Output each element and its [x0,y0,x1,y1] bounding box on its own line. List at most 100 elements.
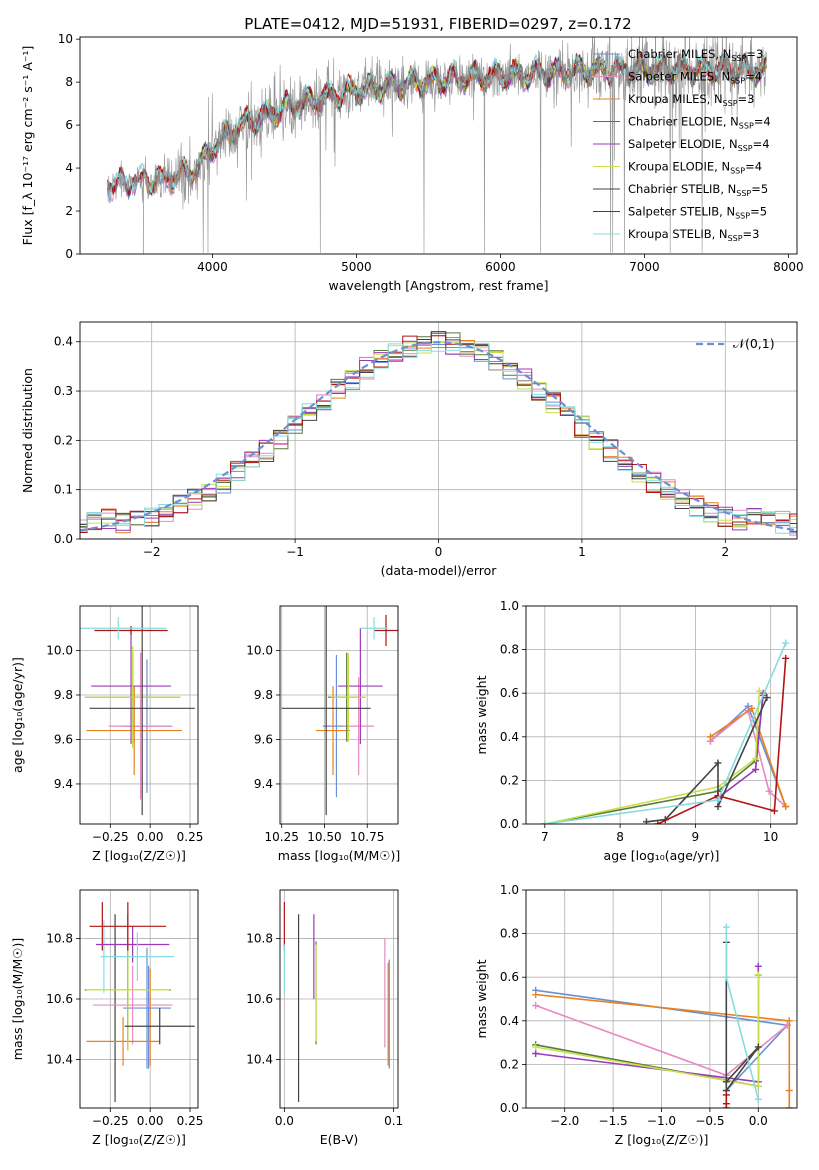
age_vs_mass-ytick-label: 9.8 [254,688,273,702]
weight_vs_Z-xtick-label: −2.0 [550,1114,579,1128]
mass_vs_EBV-xtick-label: 0.0 [275,1114,294,1128]
weight_vs_age-ytick-label: 0.2 [500,773,519,787]
spectrum-xtick-label: 8000 [773,260,804,274]
legend-label: Kroupa ELODIE, NSSP=4 [628,160,762,176]
spectrum-xtick-label: 4000 [197,260,228,274]
age_vs_Z-axes: −0.25 0.00 0.25 9.4 9.6 9.8 10.0 Z [log₁₀(Z/Z☉)… [10,605,204,863]
errorbar-point [331,652,366,742]
mass_vs_EBV-ytick-label: 10.6 [246,992,273,1006]
weight-marker [782,654,790,662]
age_vs_Z-data [80,606,195,816]
errorbar-point [338,628,383,744]
mass_vs_Z-panel: −0.25 0.00 0.25 10.4 10.6 10.8 Z [log₁₀(Z/Z☉)]… [10,889,204,1147]
legend-label: Salpeter MILES, NSSP=4 [628,70,762,86]
legend-label: Kroupa MILES, NSSP=3 [628,92,754,108]
errorbar-point [91,628,171,744]
weight-marker [722,1091,730,1099]
residuals-data [80,331,797,536]
weight_vs_age-ylabel: mass weight [474,675,489,754]
weight-marker [752,766,760,773]
spectrum-ytick-label: 6 [65,118,73,132]
weight-marker [714,803,722,811]
weight_vs_Z-ytick-label: 0.4 [500,1014,519,1028]
spectrum-axes: 4000 5000 6000 7000 8000 0 2 4 6 8 10 wavelength [A… [20,32,804,293]
age_vs_Z-ytick-label: 9.8 [54,688,73,702]
residuals-ytick-label: 0.2 [54,433,73,447]
spectrum-data-line [107,37,767,253]
errorbar-point [80,617,167,640]
weight-marker [532,1002,540,1010]
errorbar-point [123,947,171,1069]
spectrum-ytick-label: 8 [65,75,73,89]
residuals-panel: −2 −1 0 1 2 0.0 0.1 0.2 0.3 0.4 (data-model)/error… [20,321,798,578]
weight_vs_Z-ytick-label: 0.8 [500,927,519,941]
weight-series-line [709,709,787,808]
age_vs_mass-frame [279,605,399,825]
mass_vs_Z-xtick-label: −0.25 [92,1114,129,1128]
errorbar-point [89,606,195,816]
mass_vs_Z-ytick-label: 10.4 [46,1053,73,1067]
age_vs_Z-panel: −0.25 0.00 0.25 9.4 9.6 9.8 10.0 Z [log₁₀(Z/Z☉)… [10,605,204,863]
age_vs_Z-xtick-label: 0.25 [177,830,204,844]
weight-marker [714,796,722,804]
weight-marker [754,1082,762,1090]
weight-marker [714,759,722,767]
mass_vs_Z-xtick-label: 0.25 [177,1114,204,1128]
mass_vs_Z-frame [79,889,199,1109]
weight_vs_Z-frame [525,889,798,1109]
weight-marker [752,755,760,763]
weight-series-line [657,658,787,824]
residual-histogram [80,335,797,533]
legend-label: Salpeter ELODIE, NSSP=4 [628,137,770,153]
weight-marker [754,971,762,979]
normal-legend-label: 𝒩(0,1) [733,336,775,351]
weight-marker [754,1095,762,1103]
weight_vs_Z-ytick-label: 1.0 [500,883,519,897]
weight_vs_Z-axes: −2.0 −1.5 −1.0 −0.5 0.0 0.0 0.2 0.4 0.6 0.8 1.0 Z [… [474,883,798,1147]
age_vs_mass-ytick-label: 9.4 [254,777,273,791]
weight-marker [770,807,778,815]
residuals-ytick-label: 0.4 [54,335,73,349]
mass_vs_EBV-ytick-label: 10.8 [246,931,273,945]
residuals-xtick-label: 2 [721,545,729,559]
mass_vs_EBV-ytick-label: 10.4 [246,1053,273,1067]
spectrum-ytick-label: 0 [65,247,73,261]
errorbar-point [86,1017,160,1066]
weight-marker [782,639,790,647]
weight_vs_age-xtick-label: 8 [616,830,624,844]
mass_vs_EBV-panel: 0.0 0.1 10.4 10.6 10.8 E(B-V) [246,889,403,1147]
weight-series-line [544,642,787,824]
errorbar-point [360,617,388,640]
weight_vs_Z-ylabel: mass weight [474,959,489,1038]
weight-series-line [535,975,760,1088]
weight_vs_Z-panel: −2.0 −1.5 −1.0 −0.5 0.0 0.0 0.2 0.4 0.6 0.8 1.0 Z [… [474,883,798,1147]
residuals-frame [79,321,798,540]
weight_vs_Z-xtick-label: 0.0 [749,1114,768,1128]
mass_vs_EBV-data [283,902,390,1102]
weight-marker [755,687,763,695]
age_vs_Z-ytick-label: 9.6 [54,732,73,746]
weight-marker [654,820,662,824]
errorbar-point [100,932,175,981]
mass_vs_Z-xtick-label: 0.00 [137,1114,164,1128]
residuals-ylabel: Normed distribution [20,368,35,493]
spectrum-xtick-label: 6000 [485,260,516,274]
errorbar-point [108,652,173,800]
age_vs_mass-grid [280,606,398,824]
weight_vs_Z-xtick-label: −0.5 [695,1114,724,1128]
age_vs_Z-ylabel: age [log₁₀(age/yr)] [10,657,25,773]
spectrum-xtick-label: 5000 [341,260,372,274]
errorbar-point [281,606,371,816]
weight_vs_Z-ytick-label: 0.6 [500,970,519,984]
residual-histogram [80,343,797,534]
age_vs_mass-axes: 10.25 10.50 10.75 9.4 9.6 9.8 10.0 mass [log₁₀(… [246,605,400,863]
age_vs_Z-xtick-label: −0.25 [92,830,129,844]
weight_vs_age-xtick-label: 7 [541,830,549,844]
legend-label: Chabrier MILES, NSSP=3 [628,47,763,63]
spectrum-ytick-label: 2 [65,204,73,218]
spectrum-xtick-label: 7000 [629,260,660,274]
weight-marker [785,1017,793,1025]
errorbar-point [84,646,181,749]
figure-title: PLATE=0412, MJD=51931, FIBERID=0297, z=0… [244,15,631,33]
